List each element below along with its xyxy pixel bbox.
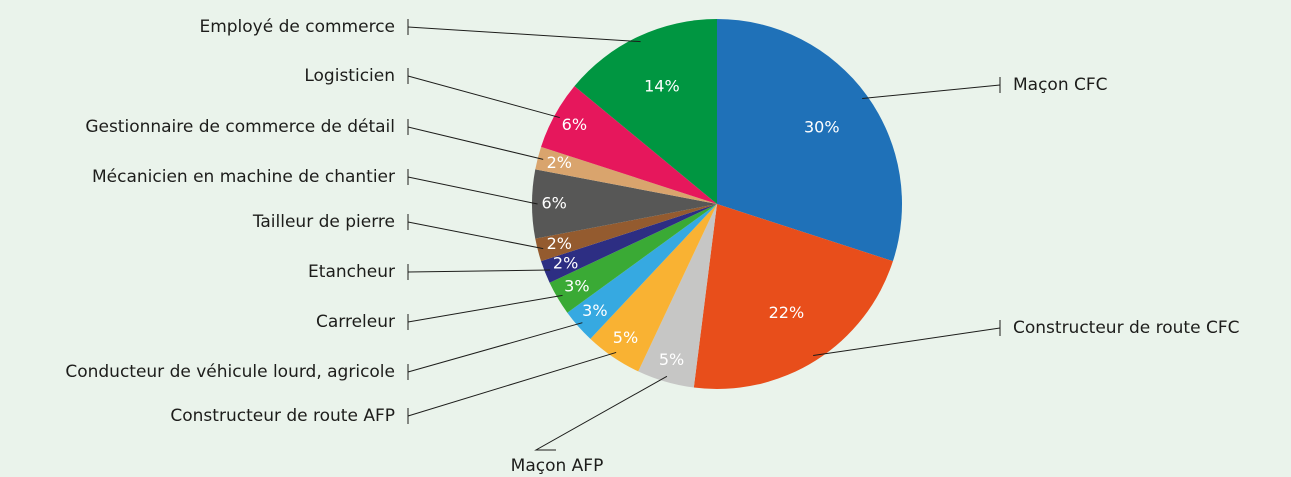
leader-line [407, 269, 551, 273]
leader-line [407, 126, 544, 160]
slice-value-label: 5% [659, 350, 684, 369]
slice-value-label: 30% [804, 117, 840, 136]
pie-slice [638, 204, 717, 388]
leader-line [407, 176, 538, 205]
slice-value-label: 3% [582, 301, 607, 320]
pie-slice [567, 204, 717, 339]
category-label: Constructeur de route CFC [1013, 318, 1239, 338]
slice-value-label: 6% [562, 115, 587, 134]
pie-slice [590, 204, 717, 372]
category-label: Constructeur de route AFP [170, 406, 395, 426]
category-label: Carreleur [316, 312, 395, 332]
slice-value-label: 2% [547, 153, 572, 172]
leader-line [407, 75, 560, 119]
slice-value-label: 2% [547, 234, 572, 253]
leader-line [407, 294, 563, 323]
pie-slice [574, 19, 717, 204]
pie-slice [693, 204, 893, 389]
slice-value-label: 14% [644, 76, 680, 95]
slice-value-label: 2% [553, 253, 578, 272]
category-label: Employé de commerce [199, 17, 395, 37]
pie-slice [541, 204, 717, 283]
category-label: Conducteur de véhicule lourd, agricole [65, 362, 395, 382]
category-label: Maçon CFC [1013, 75, 1108, 95]
category-label: Mécanicien en machine de chantier [92, 167, 395, 187]
category-label: Tailleur de pierre [252, 212, 395, 232]
leader-line [862, 84, 1001, 100]
leader-line [407, 221, 544, 250]
category-label: Logisticien [304, 66, 395, 86]
slice-value-label: 22% [769, 303, 805, 322]
pie-slice [541, 86, 717, 204]
pie-slice [535, 146, 717, 204]
slice-value-label: 5% [613, 328, 638, 347]
category-label: Maçon AFP [511, 456, 604, 476]
leader-line [407, 351, 617, 417]
slice-value-label: 3% [564, 276, 589, 295]
pie-slice [549, 204, 717, 313]
slice-value-label: 6% [542, 194, 567, 213]
pie-slice [535, 204, 717, 262]
leader-line [813, 327, 1001, 357]
leader-line [407, 26, 641, 43]
category-label: Etancheur [308, 262, 395, 282]
leader-line [534, 375, 668, 451]
pie-slice [717, 19, 902, 262]
pie-slice [532, 169, 717, 239]
category-label: Gestionnaire de commerce de détail [85, 117, 395, 137]
leader-line [407, 322, 583, 373]
